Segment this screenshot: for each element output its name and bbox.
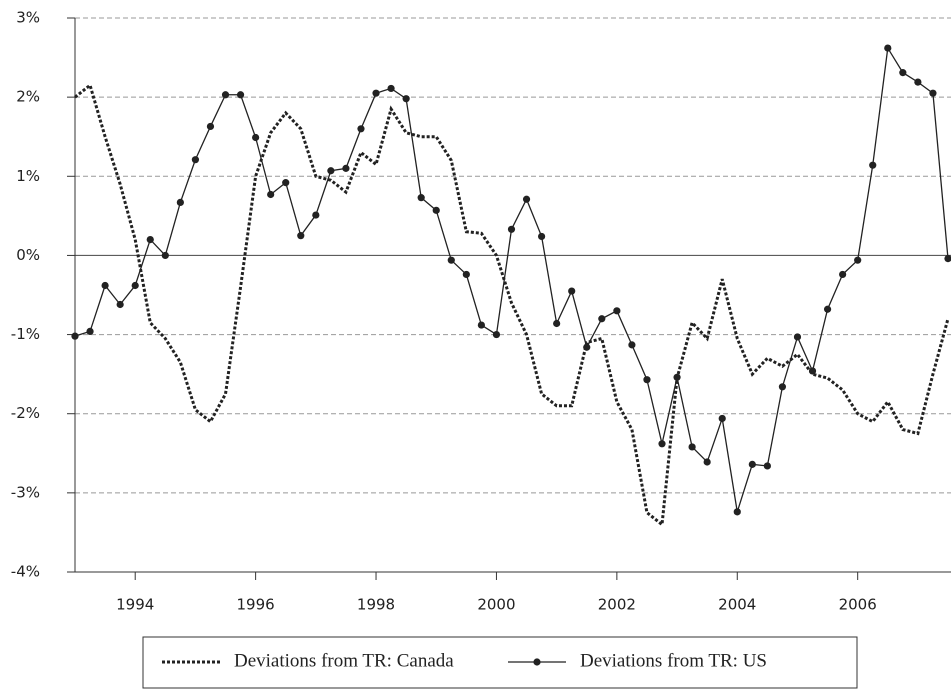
point [823, 305, 832, 313]
point [282, 179, 290, 187]
point [929, 89, 937, 97]
point [116, 300, 124, 309]
point [778, 383, 787, 391]
point [477, 321, 485, 329]
point [914, 78, 922, 86]
x-tick-label: 1996 [237, 596, 275, 614]
y-tick-label: -2% [11, 404, 40, 422]
point [86, 327, 94, 336]
y-tick-label: -3% [11, 483, 40, 501]
point [417, 194, 425, 202]
x-tick-label: 2002 [598, 596, 636, 614]
point [839, 270, 847, 279]
point [598, 315, 606, 323]
point [703, 458, 711, 466]
point [101, 281, 109, 290]
point [131, 281, 139, 290]
legend-label: Deviations from TR: US [580, 650, 767, 671]
point [372, 89, 380, 97]
point [869, 161, 877, 169]
point [161, 251, 169, 260]
point [357, 125, 365, 133]
point [297, 232, 305, 240]
point [854, 256, 862, 264]
series-line [74, 46, 949, 513]
point [492, 330, 501, 339]
x-tick-label: 2000 [477, 596, 515, 614]
legend-box [142, 636, 858, 689]
point [462, 270, 470, 279]
point [553, 319, 561, 328]
point [252, 133, 260, 142]
point [718, 414, 726, 423]
point [387, 84, 395, 93]
point [522, 195, 531, 203]
point [432, 206, 440, 214]
x-tick-label: 2004 [718, 596, 756, 614]
point [808, 367, 817, 375]
point [658, 440, 666, 448]
point [221, 91, 230, 99]
point [236, 91, 245, 99]
legend-label: Deviations from TR: Canada [234, 650, 454, 671]
point [583, 343, 591, 351]
point [267, 190, 275, 199]
series-line [74, 82, 950, 528]
point [733, 508, 741, 516]
point [628, 341, 636, 349]
x-tick-label: 2006 [839, 596, 877, 614]
y-tick-label: 3% [16, 9, 40, 27]
y-tick-label: 1% [16, 167, 40, 185]
x-tick-label: 1994 [116, 596, 154, 614]
point [402, 95, 410, 103]
y-tick-label: 0% [16, 246, 40, 264]
y-tick-label: -1% [11, 325, 40, 343]
point [568, 287, 576, 295]
point [206, 122, 215, 131]
point [688, 443, 696, 451]
point [447, 256, 455, 264]
point [312, 211, 320, 219]
point [613, 307, 621, 315]
point [793, 333, 802, 341]
point [342, 164, 350, 172]
y-tick-label: -4% [11, 563, 40, 581]
x-tick-label: 1998 [357, 596, 395, 614]
point [673, 373, 681, 381]
point [507, 225, 516, 233]
point [327, 167, 335, 175]
point [176, 198, 184, 207]
point [537, 232, 546, 241]
point [191, 156, 200, 164]
point [944, 254, 951, 263]
y-tick-label: 2% [16, 88, 40, 106]
legend-marker [533, 658, 541, 666]
point [899, 69, 907, 77]
point [71, 332, 79, 340]
point [748, 460, 756, 468]
point [146, 236, 154, 244]
point [884, 44, 892, 52]
point [643, 376, 651, 384]
point [763, 462, 771, 470]
